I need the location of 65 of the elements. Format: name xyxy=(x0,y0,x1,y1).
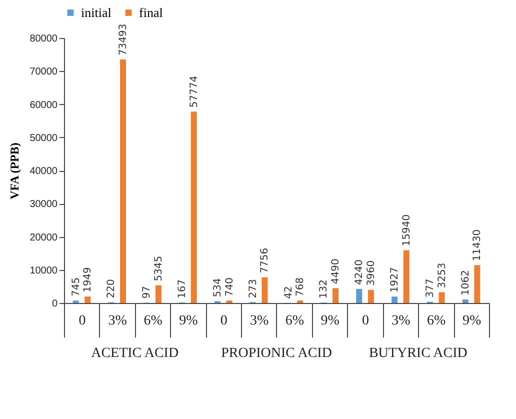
x-tick-label: 6% xyxy=(144,314,163,328)
data-label: 11430 xyxy=(472,229,484,262)
x-tick-label: 3% xyxy=(250,314,269,328)
bar xyxy=(392,296,398,303)
x-tick-label: 0 xyxy=(220,314,228,328)
y-tick-label: 50000 xyxy=(30,132,58,144)
data-label: 57774 xyxy=(188,76,200,108)
data-label: 745 xyxy=(70,277,82,297)
bar xyxy=(190,112,197,303)
bar xyxy=(84,296,91,303)
y-axis-title: VFA (PPB) xyxy=(8,142,22,200)
y-tick-label: 60000 xyxy=(30,100,58,111)
bar xyxy=(462,299,468,303)
bar xyxy=(120,60,126,303)
data-label: 740 xyxy=(224,277,236,297)
x-tick-label: 6% xyxy=(285,314,304,328)
x-tick-label: 6% xyxy=(427,314,446,328)
legend-label: initial xyxy=(81,4,112,20)
data-label: 220 xyxy=(106,279,118,298)
data-label: 7756 xyxy=(260,248,271,274)
bar xyxy=(297,300,304,303)
data-label: 4490 xyxy=(330,258,342,284)
data-label: 97 xyxy=(142,286,153,299)
x-tick-label: 0 xyxy=(78,314,86,328)
x-tick-label: 9% xyxy=(320,314,340,328)
text: ACETIC ACID xyxy=(91,346,179,361)
y-tick-label: 40000 xyxy=(30,166,58,177)
y-tick-label: 20000 xyxy=(30,232,58,244)
x-tick-label: 3% xyxy=(392,314,411,328)
bar xyxy=(332,288,339,303)
data-label: 1062 xyxy=(460,270,472,296)
text: PROPIONIC ACID xyxy=(221,346,332,361)
data-label: 768 xyxy=(295,277,306,296)
data-label: 1949 xyxy=(82,267,94,293)
y-tick-label: 0 xyxy=(52,298,58,310)
x-tick-label: 3% xyxy=(108,314,128,328)
data-label: 73493 xyxy=(118,24,130,56)
bar xyxy=(403,250,410,303)
bar xyxy=(438,292,445,303)
legend-label: final xyxy=(139,4,164,20)
data-label: 1927 xyxy=(390,267,401,293)
data-label: 273 xyxy=(248,279,259,298)
x-tick-label: 0 xyxy=(362,314,370,328)
x-tick-label: 9% xyxy=(462,314,482,328)
bar xyxy=(155,285,162,303)
data-label: 132 xyxy=(318,279,330,299)
y-tick-label: 80000 xyxy=(30,34,58,44)
x-tick-label: 9% xyxy=(179,314,198,328)
bar xyxy=(368,290,374,303)
data-label: 42 xyxy=(283,286,294,299)
data-label: 3253 xyxy=(436,262,448,288)
data-label: 3960 xyxy=(366,260,377,286)
text: BUTYRIC ACID xyxy=(368,346,468,361)
y-tick-label: 70000 xyxy=(30,66,58,78)
bar xyxy=(474,265,480,303)
data-label: 5345 xyxy=(153,256,164,282)
data-label: 167 xyxy=(177,279,188,298)
data-label: 15940 xyxy=(401,214,412,246)
y-tick-label: 10000 xyxy=(30,265,58,276)
data-label: 377 xyxy=(424,278,436,298)
bar xyxy=(262,277,268,303)
bar xyxy=(356,288,362,303)
data-label: 4240 xyxy=(354,260,366,285)
data-label: 534 xyxy=(212,278,224,298)
y-tick-label: 30000 xyxy=(30,199,58,210)
